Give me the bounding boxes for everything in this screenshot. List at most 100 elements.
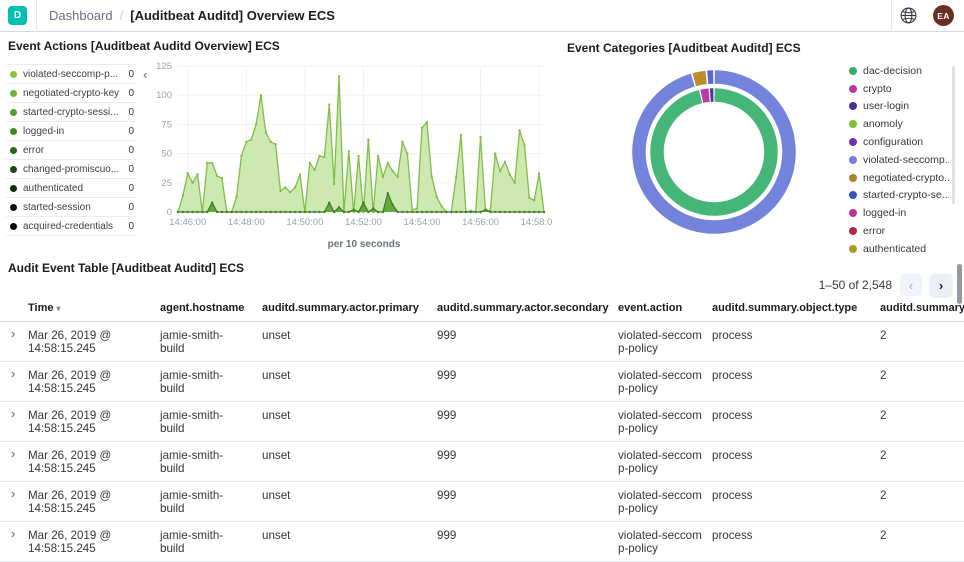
expand-row-icon[interactable]: › <box>11 326 16 341</box>
table-cell: 999 <box>437 489 457 502</box>
legend-item-value: 0 <box>128 201 134 213</box>
legend-item-label: started-crypto-sessi... <box>23 106 119 118</box>
legend-item[interactable]: acquired-credentials 0 <box>6 217 136 236</box>
chevron-left-icon: ‹ <box>908 277 914 293</box>
svg-text:125: 125 <box>156 61 172 72</box>
column-header-label: agent.hostname <box>160 302 245 314</box>
table-cell: 2 <box>880 529 887 542</box>
expand-row-icon[interactable]: › <box>11 366 16 381</box>
table-cell: unset <box>262 409 291 422</box>
legend-item-value: 0 <box>128 144 134 156</box>
expand-row-icon[interactable]: › <box>11 446 16 461</box>
legend-item[interactable]: started-crypto-sessi... 0 <box>6 103 136 122</box>
legend-item[interactable]: violated-seccomp... <box>849 151 949 169</box>
table-cell: 2 <box>880 449 887 462</box>
table-cell: violated-seccomp-policy <box>618 329 702 355</box>
legend-color-dot <box>849 227 857 236</box>
legend-item[interactable]: logged-in 0 <box>6 122 136 141</box>
legend-item[interactable]: error <box>849 222 949 240</box>
table-cell: process <box>712 449 753 462</box>
legend-item-label: dac-decision <box>863 64 922 77</box>
vertical-scrollbar[interactable] <box>957 264 962 304</box>
space-logo[interactable]: D <box>8 6 27 25</box>
legend-item[interactable]: started-crypto-se... <box>849 187 949 205</box>
legend-color-dot <box>849 120 857 129</box>
legend-color-dot <box>10 203 17 211</box>
svg-text:14:46:00: 14:46:00 <box>169 217 206 228</box>
legend-item[interactable]: user-login <box>849 98 949 116</box>
column-header-auditd-summary[interactable]: auditd.summary <box>872 298 964 321</box>
legend-item[interactable]: logged-in <box>849 204 949 222</box>
column-header-agent-hostname[interactable]: agent.hostname <box>152 298 254 321</box>
column-header-auditd-summary-object-type[interactable]: auditd.summary.object.type <box>704 298 872 321</box>
column-header-auditd-summary-actor-secondary[interactable]: auditd.summary.actor.secondary <box>429 298 610 321</box>
legend-item-label: crypto <box>863 82 892 95</box>
legend-color-dot <box>849 173 857 182</box>
column-header-time[interactable]: Time ▾ <box>20 298 152 321</box>
legend-item[interactable]: dac-decision <box>849 62 949 80</box>
table-cell: 999 <box>437 449 457 462</box>
legend-item-value: 0 <box>128 220 134 232</box>
table-cell: Mar 26, 2019 @ 14:58:15.245 <box>28 409 112 435</box>
table-cell: 2 <box>880 489 887 502</box>
legend-item[interactable]: negotiated-crypto... <box>849 169 949 187</box>
table-cell: unset <box>262 529 291 542</box>
area-chart-svg: 0 25 50 75 100 125 14:46:00 14:48:00 14:50:00 14:… <box>156 61 557 228</box>
legend-item-label: negotiated-crypto... <box>863 171 949 184</box>
table-cell: 999 <box>437 409 457 422</box>
svg-text:14:56:00: 14:56:00 <box>462 217 499 228</box>
legend-item-value: 0 <box>128 182 134 194</box>
legend-item[interactable]: violated-seccomp-p... 0 <box>6 65 136 84</box>
legend-color-dot <box>10 70 17 78</box>
legend-item-label: error <box>23 144 45 156</box>
event-actions-area-chart[interactable]: 0 25 50 75 100 125 14:46:00 14:48:00 14:50:00 14:… <box>152 56 557 250</box>
svg-text:14:58:00: 14:58:00 <box>521 217 552 228</box>
expand-row-icon[interactable]: › <box>11 486 16 501</box>
column-header-event-action[interactable]: event.action <box>610 298 704 321</box>
svg-text:50: 50 <box>161 149 172 160</box>
svg-text:14:50:00: 14:50:00 <box>286 217 323 228</box>
table-cell: unset <box>262 369 291 382</box>
legend-item[interactable]: anomoly <box>849 115 949 133</box>
legend-item-label: started-session <box>23 201 91 213</box>
legend-item[interactable]: crypto <box>849 80 949 98</box>
breadcrumb-dashboard[interactable]: Dashboard <box>49 8 113 23</box>
legend-color-dot <box>849 84 857 93</box>
svg-text:0: 0 <box>167 207 172 218</box>
table-cell: process <box>712 369 753 382</box>
legend-color-dot <box>10 165 17 173</box>
legend-item-label: configuration <box>863 136 924 149</box>
newsfeed-button[interactable] <box>891 0 925 32</box>
table-cell: process <box>712 529 753 542</box>
globe-icon <box>900 7 917 24</box>
pagination-range-label: 1–50 of 2,548 <box>818 278 892 292</box>
legend-item-label: user-login <box>863 100 910 113</box>
expand-row-icon[interactable]: › <box>11 406 16 421</box>
legend-color-dot <box>849 244 857 253</box>
table-row: › Mar 26, 2019 @ 14:58:15.245 jamie-smith-… <box>0 402 964 442</box>
legend-scrollbar[interactable] <box>952 66 955 204</box>
legend-item[interactable]: changed-promiscuo... 0 <box>6 160 136 179</box>
legend-item[interactable]: started-session 0 <box>6 198 136 217</box>
table-cell: unset <box>262 449 291 462</box>
legend-item[interactable]: negotiated-crypto-key 0 <box>6 84 136 103</box>
table-cell: jamie-smith-build <box>160 409 224 435</box>
legend-item[interactable]: authenticated <box>849 240 949 258</box>
pagination-prev-button[interactable]: ‹ <box>900 274 922 296</box>
user-avatar[interactable]: EA <box>933 5 954 26</box>
table-cell: Mar 26, 2019 @ 14:58:15.245 <box>28 449 112 475</box>
expand-row-icon[interactable]: › <box>11 526 16 541</box>
legend-color-dot <box>10 146 17 154</box>
svg-text:100: 100 <box>156 90 172 101</box>
legend-item-value: 0 <box>128 106 134 118</box>
column-header-auditd-summary-actor-primary[interactable]: auditd.summary.actor.primary <box>254 298 429 321</box>
legend-item[interactable]: configuration <box>849 133 949 151</box>
event-categories-donut-chart[interactable] <box>624 62 804 247</box>
legend-collapse-icon[interactable]: ‹ <box>143 67 148 82</box>
legend-item[interactable]: authenticated 0 <box>6 179 136 198</box>
pagination-next-button[interactable]: › <box>930 274 952 296</box>
legend-item[interactable]: error 0 <box>6 141 136 160</box>
legend-item-value: 0 <box>128 125 134 137</box>
table-cell: Mar 26, 2019 @ 14:58:15.245 <box>28 489 112 515</box>
svg-text:25: 25 <box>161 178 172 189</box>
